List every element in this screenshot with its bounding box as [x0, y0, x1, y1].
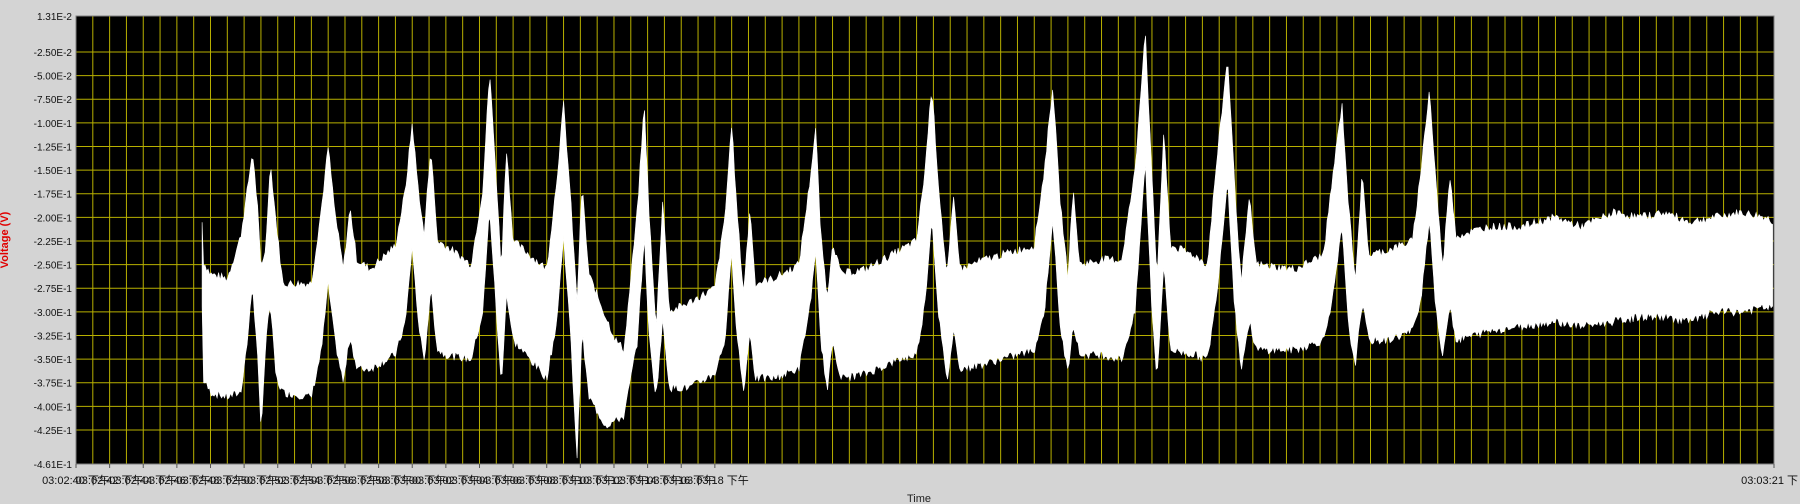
y-tick-label: -2.50E-1	[34, 261, 73, 272]
y-tick-label: -2.50E-2	[34, 48, 73, 59]
x-tick-label: 03:02:52 下午	[244, 474, 312, 487]
y-tick-label: -4.61E-1	[34, 460, 73, 471]
y-tick-label: -2.75E-1	[34, 284, 73, 295]
series-group	[201, 35, 1773, 459]
y-tick-label: 1.31E-2	[37, 12, 72, 23]
x-tick-label: 03:03:16 下午	[647, 474, 715, 487]
x-tick-label: 03:02:42 下午	[76, 474, 144, 487]
x-tick-label: 03:03:08 下午	[513, 474, 581, 487]
y-tick-label: -7.50E-2	[34, 95, 73, 106]
x-tick-label: 03:03:14 下午	[614, 474, 682, 487]
x-tick-label: 03:03:18 下午	[681, 474, 749, 487]
x-tick-label: 03:03:12 下午	[580, 474, 648, 487]
x-tick-label: 03:03:06 下午	[479, 474, 547, 487]
x-tick-label: 03:03:00 下午	[378, 474, 446, 487]
y-tick-labels: 1.31E-2 -2.50E-2 -5.00E-2 -7.50E-2 -1.00E-1 -…	[34, 12, 73, 471]
y-tick-label: -3.75E-1	[34, 379, 73, 390]
y-axis-label: Voltage (V)	[0, 211, 11, 268]
y-tick-label: -3.50E-1	[34, 355, 73, 366]
x-tick-label: 03:02:50 下午	[210, 474, 278, 487]
y-tick-label: -1.00E-1	[34, 119, 73, 130]
y-tick-label: -2.25E-1	[34, 237, 73, 248]
x-tick-label: 03:02:40 下午	[42, 474, 110, 487]
y-tick-label: -5.00E-2	[34, 72, 73, 83]
y-tick-label: -1.50E-1	[34, 166, 73, 177]
x-tick-label: 03:02:56 下午	[311, 474, 379, 487]
plot-frame	[75, 15, 1775, 465]
y-tick-label: -1.25E-1	[34, 142, 73, 153]
y-tick-label: -3.00E-1	[34, 308, 73, 319]
y-tick-label: -1.75E-1	[34, 190, 73, 201]
x-tick-label: 03:03:10 下午	[546, 474, 614, 487]
series-line-0	[201, 35, 1773, 459]
x-tick-label: 03:02:44 下午	[109, 474, 177, 487]
y-tick-label: -2.00E-1	[34, 213, 73, 224]
y-tick-label: -4.00E-1	[34, 402, 73, 413]
y-tick-label: -3.25E-1	[34, 331, 73, 342]
x-tick-label: 03:03:21 下	[1741, 475, 1798, 487]
x-tick-label: 03:02:48 下午	[177, 474, 245, 487]
x-tick-label: 03:02:54 下午	[277, 474, 345, 487]
x-tick-label: 03:02:58 下午	[345, 474, 413, 487]
x-tick-label: 03:02:46 下午	[143, 474, 211, 487]
x-tick-label: 03:03:04 下午	[446, 474, 514, 487]
y-tick-label: -4.25E-1	[34, 426, 73, 437]
x-tick-label: 03:03:02 下午	[412, 474, 480, 487]
x-axis-label: Time	[907, 493, 931, 504]
